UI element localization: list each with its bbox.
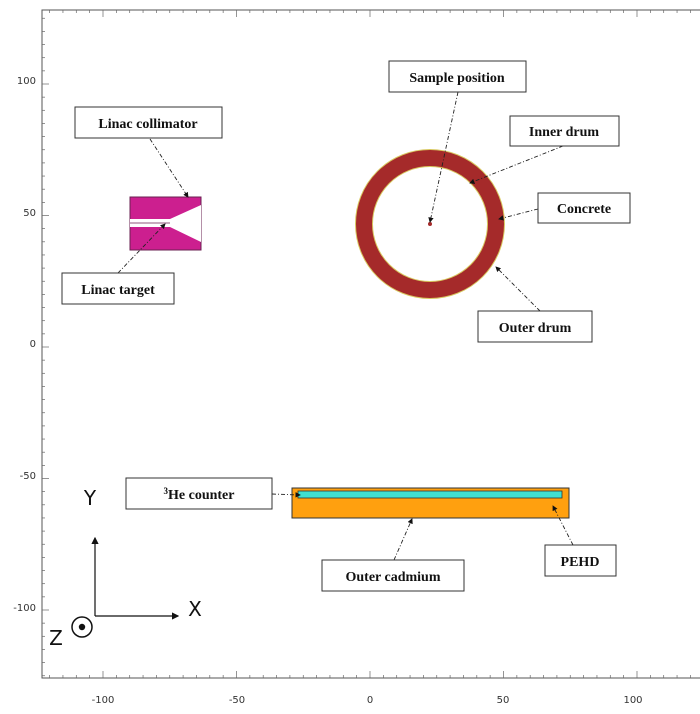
y-tick-label: 0 bbox=[30, 339, 36, 350]
leader-line bbox=[149, 138, 189, 198]
callout-box bbox=[477, 310, 593, 343]
leader-line bbox=[117, 223, 166, 274]
callout-sample-position: Sample position bbox=[388, 60, 527, 93]
concrete-label: Concrete bbox=[557, 202, 611, 217]
y-tick-label: -50 bbox=[20, 471, 36, 482]
callout-outer-cadmium: Outer cadmium bbox=[321, 559, 465, 592]
outer-drum-label: Outer drum bbox=[499, 321, 572, 336]
x-axis-letter: X bbox=[188, 597, 202, 621]
y-tick-labels: 100 50 0 -50 -100 bbox=[13, 76, 36, 614]
x-tick-label: -50 bbox=[229, 695, 245, 706]
inner-drum-shell bbox=[372, 166, 488, 282]
callout-he-counter: 3He counter bbox=[125, 477, 273, 510]
leader-line bbox=[469, 145, 564, 184]
leader-lines bbox=[117, 91, 574, 561]
linac-collimator-label: Linac collimator bbox=[98, 117, 197, 132]
he-counter-tube bbox=[297, 490, 563, 499]
y-tick-label: 50 bbox=[23, 208, 36, 219]
callout-box bbox=[537, 192, 631, 224]
x-tick-label: 100 bbox=[623, 695, 642, 706]
linac-collimator-shape bbox=[129, 196, 202, 251]
x-tick-label: -100 bbox=[92, 695, 115, 706]
sample-point bbox=[428, 222, 432, 226]
callout-linac-target: Linac target bbox=[61, 272, 175, 305]
callout-box bbox=[544, 544, 617, 577]
callout-pehd: PEHD bbox=[544, 544, 617, 577]
callout-linac-collimator: Linac collimator bbox=[74, 106, 223, 139]
coordinate-system: Y X Z bbox=[49, 486, 202, 650]
concrete-ring bbox=[355, 149, 505, 299]
drum bbox=[355, 149, 505, 299]
linac-target-label: Linac target bbox=[81, 283, 155, 298]
leader-line bbox=[428, 91, 459, 223]
callout-outer-drum: Outer drum bbox=[477, 310, 593, 343]
he-counter-text: He counter bbox=[168, 488, 234, 503]
y-tick-label: 100 bbox=[17, 76, 36, 87]
callout-box bbox=[125, 477, 273, 510]
callout-box bbox=[509, 115, 620, 147]
z-axis-dot-icon bbox=[78, 623, 86, 631]
y-tick-label: -100 bbox=[13, 603, 36, 614]
y-axis-letter: Y bbox=[83, 486, 97, 510]
he-counter-label: 3He counter bbox=[164, 486, 235, 503]
pehd-label: PEHD bbox=[561, 555, 600, 570]
callout-box bbox=[74, 106, 223, 139]
leader-line bbox=[498, 208, 539, 221]
callout-inner-drum: Inner drum bbox=[509, 115, 620, 147]
leader-line bbox=[495, 266, 541, 312]
leader-line bbox=[552, 505, 574, 546]
callout-box bbox=[61, 272, 175, 305]
sample-position-label: Sample position bbox=[409, 71, 505, 86]
inner-drum-label: Inner drum bbox=[529, 125, 599, 140]
z-axis-letter: Z bbox=[49, 626, 63, 650]
x-tick-label: 0 bbox=[367, 695, 373, 706]
leader-line bbox=[393, 518, 413, 561]
callout-box bbox=[321, 559, 465, 592]
outer-cadmium-label: Outer cadmium bbox=[345, 570, 440, 585]
detector bbox=[291, 487, 570, 519]
callout-concrete: Concrete bbox=[537, 192, 631, 224]
x-tick-label: 50 bbox=[497, 695, 510, 706]
minor-ticks bbox=[42, 10, 691, 678]
callout-box bbox=[388, 60, 527, 93]
callouts: Sample position Inner drum Concrete Oute… bbox=[61, 60, 631, 592]
outer-drum-shell bbox=[355, 149, 505, 299]
x-tick-labels: -100 -50 0 50 100 bbox=[92, 695, 643, 706]
he-counter-superscript: 3 bbox=[164, 486, 169, 496]
